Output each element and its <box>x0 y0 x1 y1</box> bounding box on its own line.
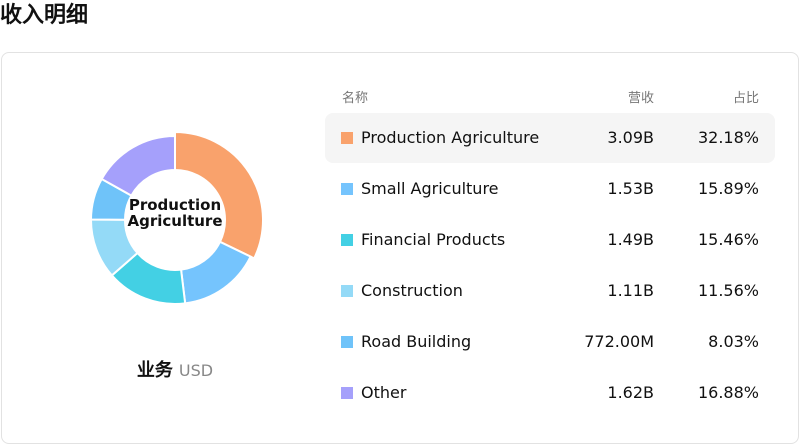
header-revenue: 营收 <box>627 91 654 106</box>
row-revenue: 1.11B <box>607 281 654 300</box>
table-row[interactable]: Financial Products 1.49B 15.46% <box>325 215 775 265</box>
page-title: 收入明细 <box>0 3 89 28</box>
row-share: 11.56% <box>697 281 759 300</box>
row-name: Construction <box>361 281 463 300</box>
center-label: Production Agriculture <box>127 196 223 230</box>
legend-swatch <box>341 132 353 144</box>
table-row[interactable]: Production Agriculture 3.09B 32.18% <box>325 113 775 163</box>
row-revenue: 1.62B <box>607 383 654 402</box>
caption-unit: USD <box>178 361 214 380</box>
caption: 业务 USD <box>0 356 350 382</box>
donut-chart <box>89 130 264 305</box>
header-share: 占比 <box>732 91 759 106</box>
legend-swatch <box>341 234 353 246</box>
table-row[interactable]: Road Building 772.00M 8.03% <box>325 317 775 367</box>
header-name: 名称 <box>342 91 369 106</box>
legend-swatch <box>341 183 353 195</box>
table-row[interactable]: Construction 1.11B 11.56% <box>325 266 775 316</box>
row-share: 32.18% <box>697 128 759 147</box>
donut-slice[interactable] <box>179 240 252 305</box>
row-revenue: 1.49B <box>607 230 654 249</box>
legend-swatch <box>341 387 353 399</box>
row-share: 16.88% <box>697 383 759 402</box>
table-row[interactable]: Other 1.62B 16.88% <box>325 368 775 418</box>
row-name: Production Agriculture <box>361 128 540 147</box>
row-share: 15.46% <box>697 230 759 249</box>
table-row[interactable]: Small Agriculture 1.53B 15.89% <box>325 164 775 214</box>
donut-slice[interactable] <box>100 134 176 197</box>
row-name: Small Agriculture <box>361 179 499 198</box>
row-name: Financial Products <box>361 230 506 249</box>
row-revenue: 3.09B <box>607 128 654 147</box>
legend-swatch <box>341 336 353 348</box>
row-share: 15.89% <box>697 179 759 198</box>
legend-swatch <box>341 285 353 297</box>
row-revenue: 1.53B <box>607 179 654 198</box>
row-share: 8.03% <box>708 332 759 351</box>
donut-slice[interactable] <box>174 130 264 260</box>
row-revenue: 772.00M <box>584 332 654 351</box>
row-name: Other <box>361 383 407 402</box>
row-name: Road Building <box>361 332 472 351</box>
caption-title: 业务 <box>136 360 173 381</box>
